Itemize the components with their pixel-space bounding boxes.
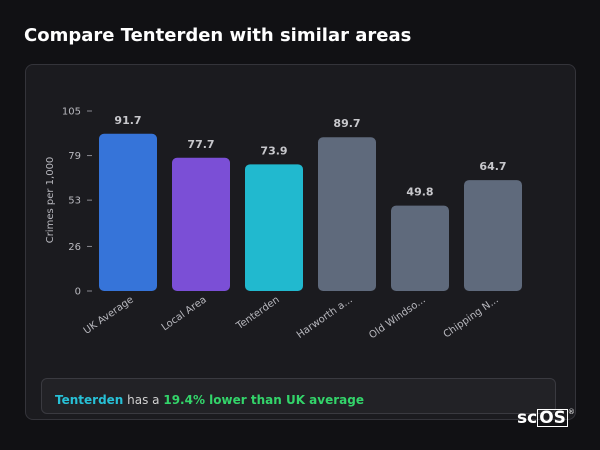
summary-area-name: Tenterden [55,393,124,407]
bar-value-label: 91.7 [114,114,141,127]
scos-logo: sc OS ® [517,408,575,428]
y-tick-label: 53 [68,196,81,207]
logo-registered-mark: ® [567,408,575,416]
bar-value-label: 64.7 [479,160,506,173]
x-category-label: Chipping N... [442,294,501,340]
x-category-label: Harworth a... [295,294,355,340]
bar-1[interactable] [99,133,157,291]
bar-value-label: 89.7 [333,117,360,130]
bar-value-label: 73.9 [260,144,287,157]
bar-value-label: 49.8 [406,186,433,199]
logo-text-left: sc [517,408,538,428]
x-category-label: Local Area [160,294,209,333]
bar-3[interactable] [245,164,303,291]
logo-text-boxed: OS [537,408,568,428]
y-axis-label: Crimes per 1,000 [45,157,56,244]
bar-5[interactable] [391,205,449,291]
bar-4[interactable] [318,137,376,291]
x-category-label: UK Average [82,294,136,336]
x-category-label: Tenterden [234,294,282,332]
x-category-label: Old Windso... [367,294,427,341]
y-tick-label: 0 [75,287,81,298]
summary-difference: 19.4% lower than UK average [163,393,364,407]
comparison-summary: Tenterden has a 19.4% lower than UK aver… [41,378,556,414]
y-tick-label: 105 [62,107,81,118]
summary-connector: has a [123,393,164,407]
bar-6[interactable] [464,180,522,291]
bar-value-label: 77.7 [187,138,214,151]
y-tick-label: 79 [68,151,81,162]
bar-2[interactable] [172,157,230,291]
y-tick-label: 26 [68,242,81,253]
page-title: Compare Tenterden with similar areas [24,25,412,46]
